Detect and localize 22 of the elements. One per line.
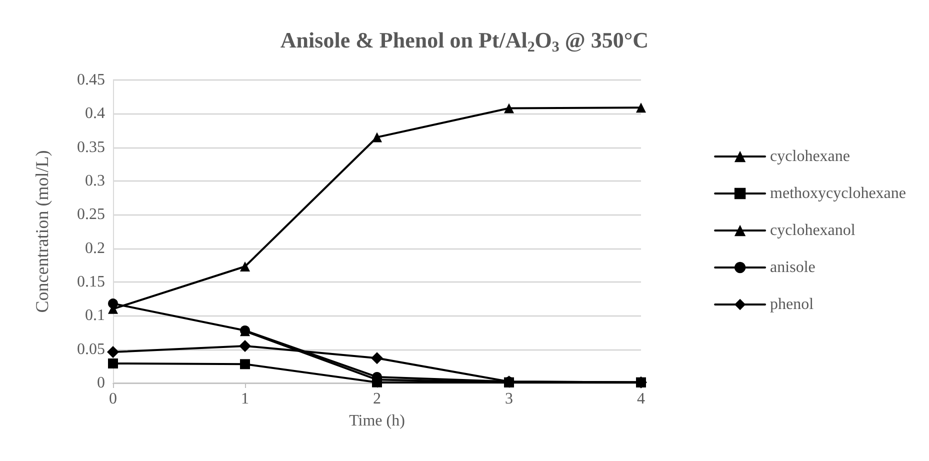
y-tick-label: 0.4	[85, 105, 105, 122]
y-tick-label: 0.2	[85, 240, 105, 257]
x-tick-label: 4	[637, 390, 645, 408]
y-tick-label: 0.1	[85, 307, 105, 324]
x-axis-title: Time (h)	[349, 412, 405, 430]
legend-label: methoxycyclohexane	[770, 185, 906, 202]
x-tick-label: 2	[373, 390, 381, 408]
x-tick-label: 1	[241, 390, 249, 408]
y-axis-title: Concentration (mol/L)	[32, 150, 52, 313]
y-tick-label: 0.3	[85, 172, 105, 190]
x-tick-label: 0	[109, 390, 117, 408]
legend-label: cyclohexane	[770, 148, 850, 165]
legend-label: phenol	[770, 296, 814, 313]
y-tick-label: 0.05	[77, 340, 105, 358]
y-tick-label: 0.45	[77, 72, 105, 88]
y-tick-label: 0.15	[77, 274, 105, 290]
legend-label: anisole	[770, 259, 816, 276]
y-tick-label: 0.25	[77, 206, 105, 224]
y-tick-label: 0.35	[77, 138, 105, 156]
legend-label: cyclohexanol	[770, 222, 856, 239]
y-tick-label: 0	[97, 374, 105, 392]
x-tick-label: 3	[505, 390, 513, 408]
